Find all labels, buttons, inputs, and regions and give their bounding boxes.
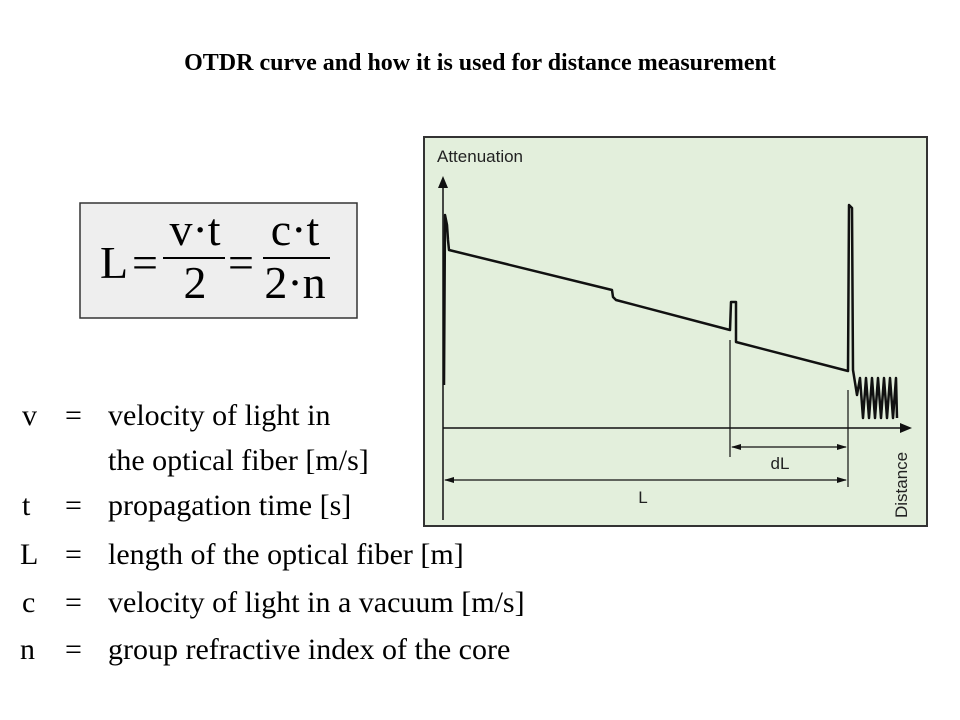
- formula-lhs: L: [100, 237, 128, 288]
- arrow: [438, 176, 448, 188]
- x-axis-label: Distance: [892, 452, 911, 518]
- formula-eq: =: [228, 237, 254, 288]
- def-text: propagation time [s]: [108, 489, 351, 522]
- definitions: v = velocity of light in the optical fib…: [20, 399, 525, 666]
- def-symbol: c: [22, 586, 35, 619]
- def-eq: =: [65, 538, 82, 571]
- def-text: group refractive index of the core: [108, 633, 510, 666]
- def-text: length of the optical fiber [m]: [108, 538, 464, 571]
- otdr-curve: [442, 203, 899, 420]
- diagram-box: [423, 136, 928, 527]
- def-eq: =: [65, 633, 82, 666]
- y-axis-label: Attenuation: [437, 147, 523, 166]
- formula-box: [79, 202, 358, 319]
- formula-num: v·t: [169, 204, 220, 255]
- otdr-diagram: Attenuation dL L Distance: [423, 136, 928, 527]
- def-text: velocity of light in: [108, 399, 330, 432]
- def-eq: =: [65, 586, 82, 619]
- dl-label: dL: [771, 454, 790, 473]
- def-symbol: n: [20, 633, 35, 666]
- l-label: L: [638, 488, 647, 507]
- def-symbol: t: [22, 489, 31, 522]
- formula: L = v·t 2 = c·t 2·n: [100, 204, 330, 308]
- formula-den: 2: [184, 257, 207, 308]
- def-eq: =: [65, 399, 82, 432]
- formula-num: c·t: [271, 204, 320, 255]
- def-text: the optical fiber [m/s]: [108, 444, 369, 477]
- title: OTDR curve and how it is used for distan…: [184, 50, 776, 76]
- def-text: velocity of light in a vacuum [m/s]: [108, 586, 525, 619]
- def-eq: =: [65, 489, 82, 522]
- formula-den: 2·n: [264, 257, 325, 308]
- def-symbol: v: [22, 399, 37, 432]
- formula-eq: =: [132, 237, 158, 288]
- arrow: [900, 423, 912, 433]
- def-symbol: L: [20, 538, 38, 571]
